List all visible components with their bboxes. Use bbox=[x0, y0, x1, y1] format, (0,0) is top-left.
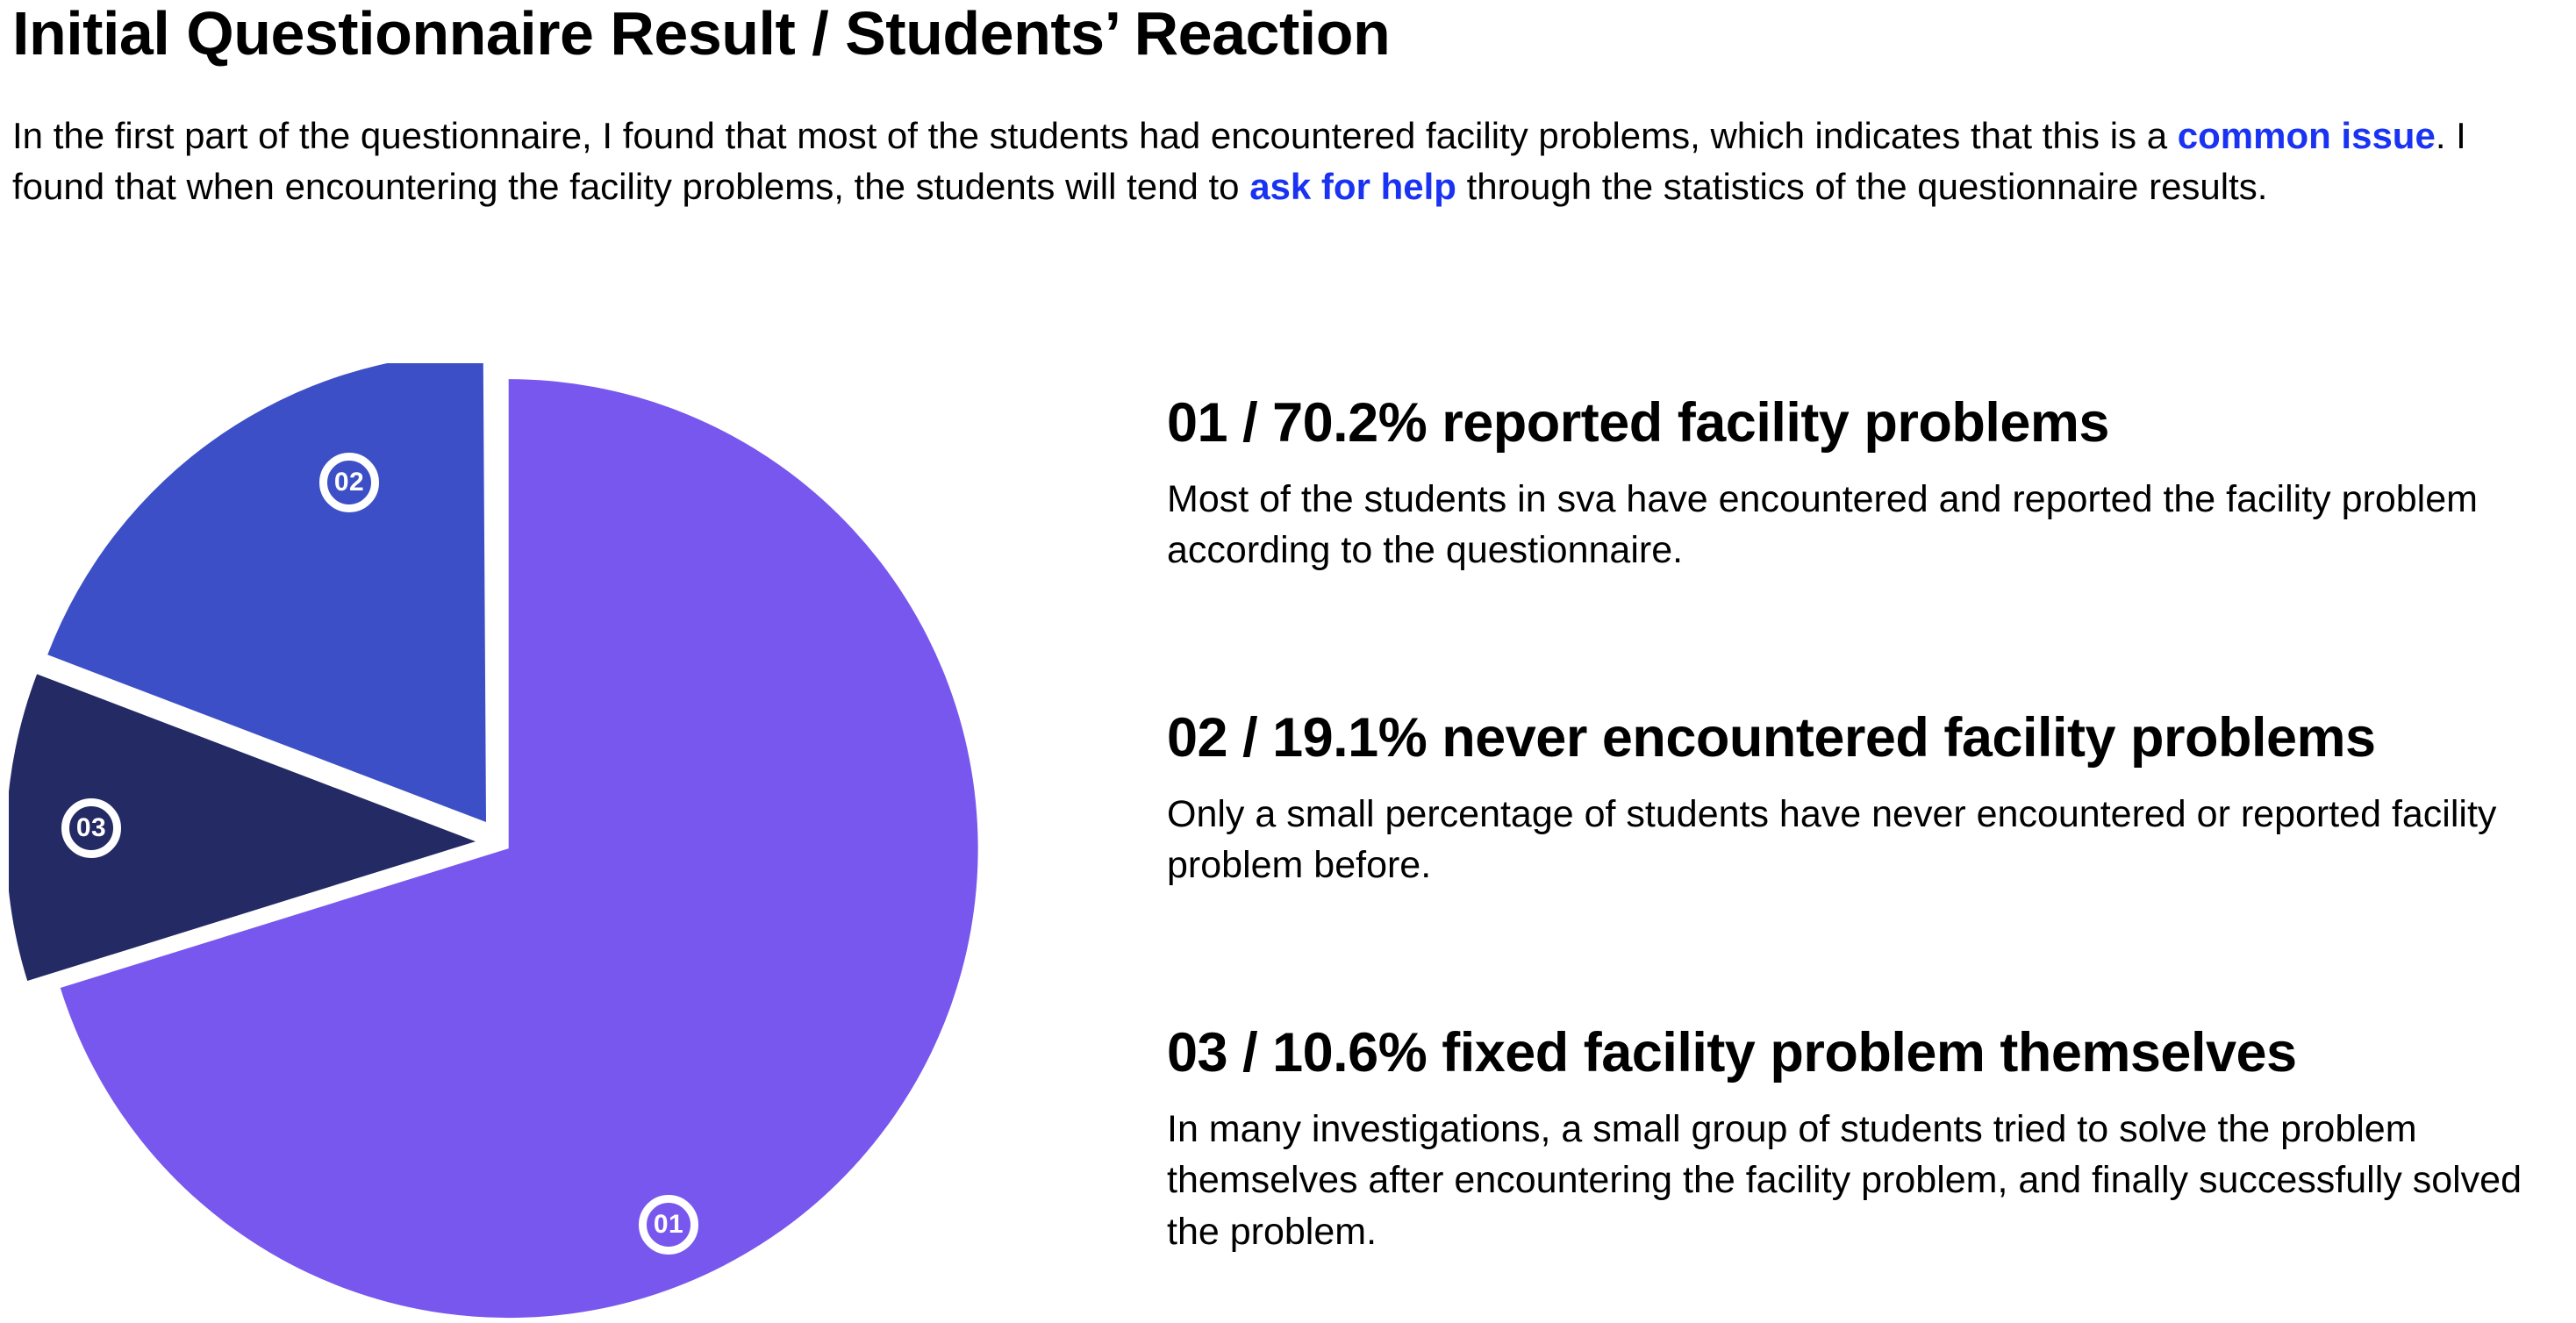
pie-slice-label-text-03: 03 bbox=[75, 813, 107, 842]
section-heading-01: 01 / 70.2% reported facility problems bbox=[1167, 392, 2109, 454]
section-02: 02 / 19.1% never encountered facility pr… bbox=[1167, 706, 2551, 891]
intro-emphasis: common issue bbox=[2177, 115, 2436, 156]
pie-slice-label-01: 01 bbox=[639, 1195, 698, 1255]
pie-chart-svg bbox=[9, 363, 978, 1319]
slice-descriptions: 01 / 70.2% reported facility problems Mo… bbox=[1167, 391, 2551, 1257]
intro-paragraph: In the first part of the questionnaire, … bbox=[12, 111, 2564, 212]
pie-slice-label-text-01: 01 bbox=[653, 1210, 684, 1239]
section-body-01: Most of the students in sva have encount… bbox=[1167, 478, 2478, 572]
intro-emphasis: ask for help bbox=[1249, 165, 1456, 207]
pie-slice-01 bbox=[60, 379, 978, 1319]
section-body-03: In many investigations, a small group of… bbox=[1167, 1107, 2522, 1253]
pie-slice-03 bbox=[9, 674, 476, 981]
intro-text: In the first part of the questionnaire, … bbox=[12, 115, 2178, 156]
pie-slice-label-02: 02 bbox=[319, 453, 379, 512]
section-03: 03 / 10.6% fixed facility problem themse… bbox=[1167, 1021, 2551, 1257]
section-body-02: Only a small percentage of students have… bbox=[1167, 792, 2497, 887]
pie-slice-label-text-02: 02 bbox=[333, 468, 365, 497]
pie-slice-label-03: 03 bbox=[61, 798, 121, 858]
section-heading-02: 02 / 19.1% never encountered facility pr… bbox=[1167, 706, 2376, 769]
intro-text: . I found that when encountering the fac… bbox=[12, 115, 2466, 207]
section-heading-03: 03 / 10.6% fixed facility problem themse… bbox=[1167, 1021, 2297, 1083]
page-title: Initial Questionnaire Result / Students’… bbox=[12, 0, 1391, 68]
section-01: 01 / 70.2% reported facility problems Mo… bbox=[1167, 391, 2551, 576]
intro-text: through the statistics of the questionna… bbox=[1456, 165, 2268, 207]
pie-chart: 01 02 03 bbox=[9, 363, 991, 1323]
